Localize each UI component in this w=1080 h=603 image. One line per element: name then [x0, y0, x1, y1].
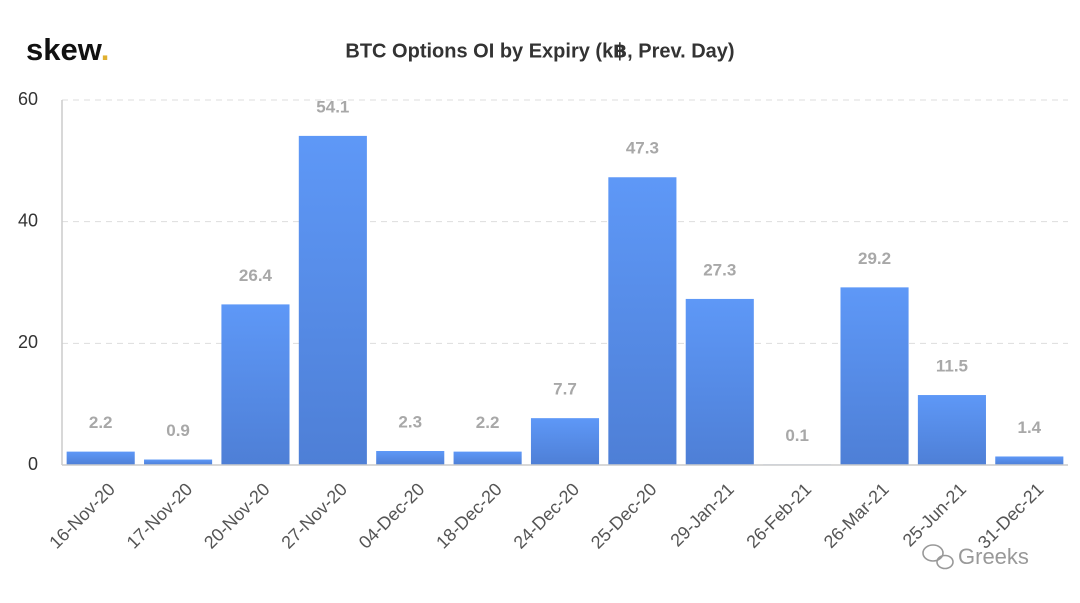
x-tick-label: 18-Dec-20: [432, 479, 506, 553]
value-label: 7.7: [553, 380, 577, 399]
value-label: 26.4: [239, 266, 273, 285]
bar: [917, 395, 986, 465]
brand-logo: skew.: [26, 32, 109, 67]
x-tick-label: 26-Feb-21: [742, 479, 815, 552]
x-tick-label: 29-Jan-21: [666, 479, 737, 550]
bar: [685, 298, 754, 465]
bar: [376, 451, 445, 465]
bar: [221, 304, 290, 465]
x-tick-label: 31-Dec-21: [974, 479, 1048, 553]
value-label: 2.3: [398, 412, 422, 431]
brand-dot: .: [101, 32, 110, 67]
value-label: 47.3: [626, 139, 659, 158]
brand-name: skew: [26, 32, 103, 67]
bar: [995, 456, 1064, 465]
x-tick-label: 27-Nov-20: [277, 479, 351, 553]
value-label: 27.3: [703, 260, 736, 279]
x-tick-label: 04-Dec-20: [355, 479, 429, 553]
x-tick-label: 16-Nov-20: [45, 479, 119, 553]
watermark: Greeks: [958, 544, 1029, 569]
y-tick-label: 40: [18, 210, 38, 230]
value-label: 0.9: [166, 421, 190, 440]
x-tick-label: 24-Dec-20: [510, 479, 584, 553]
bar: [66, 451, 135, 465]
value-label: 29.2: [858, 249, 891, 268]
bar: [144, 459, 213, 465]
bar: [298, 135, 367, 465]
bar: [840, 287, 909, 465]
x-tick-label: 25-Jun-21: [899, 479, 970, 550]
value-label: 2.2: [89, 413, 113, 432]
y-tick-label: 60: [18, 89, 38, 109]
value-label: 1.4: [1017, 418, 1041, 437]
y-tick-label: 0: [28, 454, 38, 474]
bar: [608, 177, 677, 465]
value-label: 54.1: [316, 97, 349, 116]
value-label: 2.2: [476, 413, 500, 432]
value-label: 0.1: [785, 426, 809, 445]
chart-title: BTC Options OI by Expiry (k฿, Prev. Day): [345, 40, 734, 62]
x-tick-label: 26-Mar-21: [820, 479, 893, 552]
bar: [453, 451, 522, 465]
x-tick-label: 17-Nov-20: [123, 479, 197, 553]
bar: [530, 418, 600, 465]
value-label: 11.5: [936, 357, 968, 376]
y-tick-label: 20: [18, 332, 38, 352]
x-tick-label: 25-Dec-20: [587, 479, 661, 553]
x-tick-label: 20-Nov-20: [200, 479, 274, 553]
watermark-icon: [922, 544, 954, 570]
